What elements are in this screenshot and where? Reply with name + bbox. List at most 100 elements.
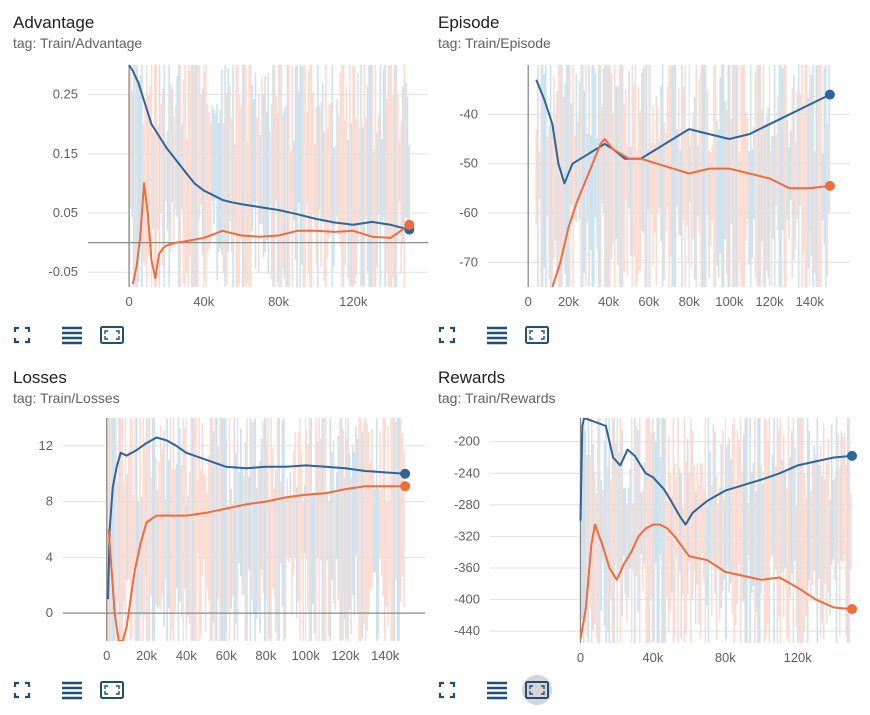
x-tick-label: 80k	[268, 294, 289, 309]
fit-domain-button[interactable]	[522, 675, 552, 705]
series-end-point-orange	[404, 219, 415, 230]
series-line-blue	[107, 436, 406, 600]
series-end-point-orange	[847, 604, 857, 615]
y-tick-label: -0.05	[48, 264, 78, 279]
series-line-orange	[551, 138, 831, 287]
x-tick-label: 40k	[176, 648, 197, 663]
fit-domain-icon	[525, 681, 549, 699]
y-tick-label: -440	[454, 623, 480, 638]
raw-values-band	[128, 65, 410, 287]
x-tick-label: 120k	[339, 294, 368, 309]
x-tick-label: 40k	[598, 294, 619, 309]
x-tick-label: 120k	[755, 294, 784, 309]
fullscreen-icon	[13, 681, 31, 699]
x-tick-label: 80k	[715, 650, 736, 665]
fullscreen-button[interactable]	[432, 320, 462, 350]
chart-subtitle: tag: Train/Rewards	[438, 390, 556, 406]
series-line-blue	[579, 418, 852, 526]
series-end-point-orange	[824, 180, 835, 191]
data-table-button[interactable]	[57, 320, 87, 350]
y-tick-label: 8	[46, 494, 53, 509]
x-tick-label: 140k	[371, 648, 400, 663]
series-line-orange	[579, 523, 852, 640]
x-tick-label: 20k	[136, 648, 157, 663]
raw-values-band	[579, 418, 852, 643]
grid	[490, 418, 852, 643]
x-tick-label: 80k	[679, 294, 700, 309]
data-table-icon	[487, 681, 507, 700]
y-tick-label: -400	[454, 592, 480, 607]
chart-subtitle: tag: Train/Episode	[438, 35, 551, 51]
y-tick-label: -200	[454, 434, 480, 449]
data-table-icon	[62, 326, 82, 345]
chart-plot-episode[interactable]: -40 -50 -60 -70 0 20k 40k 60k 80k 100k 120k 140k	[438, 0, 863, 320]
fullscreen-icon	[13, 326, 31, 344]
y-tick-label: -70	[459, 254, 478, 269]
chart-plot-advantage[interactable]: 0.25 0.15 0.05 -0.05 0 40k 80k 120k	[13, 0, 438, 320]
fit-domain-icon	[525, 326, 549, 344]
fullscreen-button[interactable]	[7, 675, 37, 705]
chart-card-losses: Losses tag: Train/Losses 12 8 4 0 0 20k 40k 60k…	[13, 355, 438, 705]
chart-subtitle: tag: Train/Losses	[13, 390, 120, 406]
y-tick-label: -240	[454, 465, 480, 480]
raw-values-band	[107, 418, 405, 641]
series-line-blue	[128, 65, 410, 231]
x-tick-label: 0	[103, 648, 110, 663]
raw-values-band	[535, 65, 830, 287]
series-end-point-blue	[400, 468, 411, 479]
y-tick-label: 12	[39, 438, 53, 453]
chart-title: Episode	[438, 13, 500, 32]
x-tick-label: 140k	[796, 294, 825, 309]
y-tick-label: 0.05	[53, 205, 78, 220]
series-end-point-blue	[824, 89, 835, 100]
chart-title: Rewards	[438, 368, 506, 387]
x-tick-label: 0	[577, 650, 584, 665]
chart-card-episode: Episode tag: Train/Episode -40 -50 -60 -70 0…	[438, 0, 863, 350]
y-tick-label: -360	[454, 560, 480, 575]
grid	[488, 65, 850, 287]
chart-title: Losses	[13, 368, 67, 387]
x-tick-label: 60k	[638, 294, 659, 309]
x-tick-label: 0	[525, 294, 532, 309]
chart-card-advantage: Advantage tag: Train/Advantage 0.25 0.15 0…	[13, 0, 438, 350]
x-tick-label: 20k	[558, 294, 579, 309]
chart-card-rewards: Rewards tag: Train/Rewards -200 -240 -280-…	[438, 355, 863, 705]
fit-domain-button[interactable]	[97, 320, 127, 350]
data-table-icon	[487, 326, 507, 345]
fit-domain-button[interactable]	[522, 320, 552, 350]
data-table-button[interactable]	[482, 320, 512, 350]
fit-domain-icon	[100, 681, 124, 699]
x-tick-label: 0	[125, 294, 132, 309]
chart-plot-losses[interactable]: 12 8 4 0 0 20k 40k 60k 80k 100k 120k 140k	[13, 355, 438, 675]
x-tick-label: 120k	[331, 648, 360, 663]
data-table-button[interactable]	[482, 675, 512, 705]
fit-domain-icon	[100, 326, 124, 344]
fit-domain-button[interactable]	[97, 675, 127, 705]
series-line-orange	[131, 182, 410, 285]
x-tick-label: 100k	[292, 648, 321, 663]
x-tick-label: 40k	[193, 294, 214, 309]
fullscreen-button[interactable]	[432, 675, 462, 705]
chart-subtitle: tag: Train/Advantage	[13, 35, 143, 51]
series-end-point-blue	[847, 450, 857, 461]
x-tick-label: 40k	[642, 650, 663, 665]
x-tick-label: 80k	[255, 648, 276, 663]
data-table-button[interactable]	[57, 675, 87, 705]
x-tick-label: 100k	[715, 294, 744, 309]
y-tick-label: -320	[454, 528, 480, 543]
y-tick-label: -280	[454, 497, 480, 512]
y-tick-label: -60	[459, 205, 478, 220]
y-tick-label: 0	[46, 605, 53, 620]
y-tick-label: 0.15	[53, 146, 78, 161]
data-table-icon	[62, 681, 82, 700]
fullscreen-icon	[438, 326, 456, 344]
x-tick-label: 120k	[784, 650, 813, 665]
chart-title: Advantage	[13, 13, 95, 32]
chart-plot-rewards[interactable]: -200 -240 -280 -320 -360 -400 -440 0 40k 80k 120k	[438, 355, 863, 675]
fullscreen-button[interactable]	[7, 320, 37, 350]
x-tick-label: 60k	[216, 648, 237, 663]
grid	[63, 418, 425, 641]
y-tick-label: -40	[459, 106, 478, 121]
series-line-orange	[107, 485, 406, 641]
y-tick-label: 4	[46, 549, 53, 564]
